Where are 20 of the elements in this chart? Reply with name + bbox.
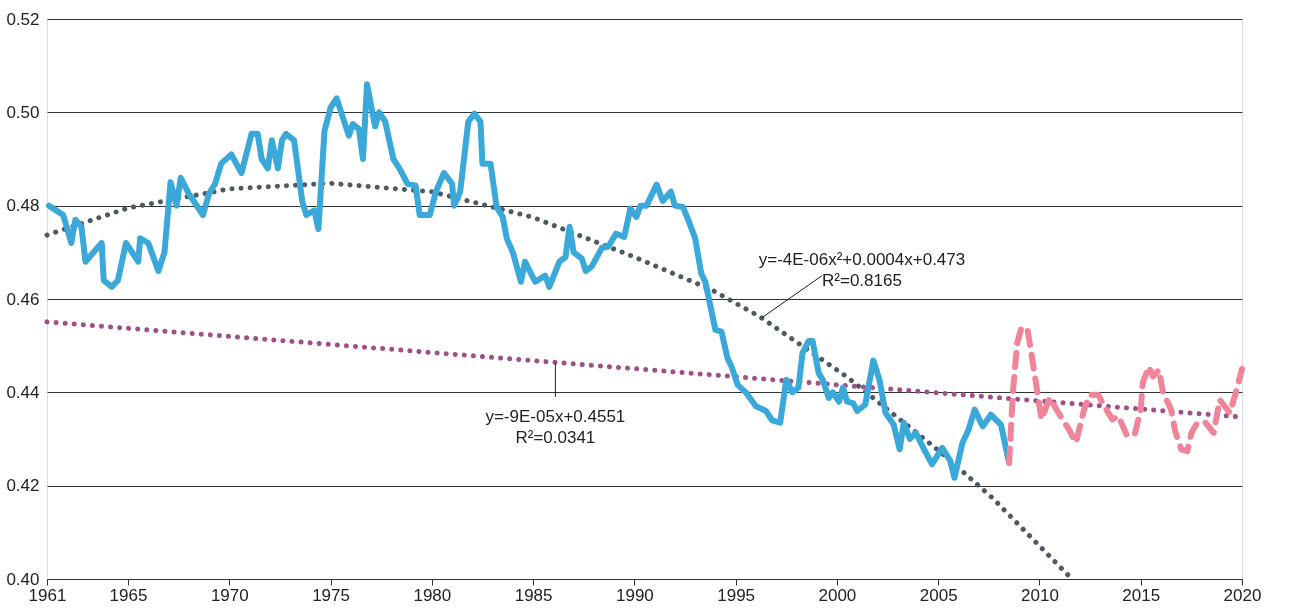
x-tick-label: 2005: [919, 585, 958, 605]
y-tick-label: 0.42: [6, 476, 40, 496]
x-tick-label: 1995: [717, 585, 756, 605]
y-tick-label: 0.48: [6, 196, 40, 216]
x-tick-label: 1990: [615, 585, 654, 605]
x-tick-label: 2015: [1122, 585, 1161, 605]
y-tick-label: 0.50: [6, 102, 40, 122]
y-tick-label: 0.46: [6, 289, 40, 309]
y-tick-label: 0.52: [6, 9, 40, 29]
x-tick-label: 1985: [514, 585, 553, 605]
x-tick-label: 2010: [1021, 585, 1059, 605]
annotation: y=-9E-05x+0.4551 R²=0.0341: [485, 406, 626, 447]
x-tick-label: 1970: [210, 585, 249, 605]
x-tick-label: 2000: [818, 585, 857, 605]
x-tick-label: 1980: [413, 585, 452, 605]
x-tick-label: 1965: [109, 585, 148, 605]
annotation: y=-4E-06x²+0.0004x+0.473 R²=0.8165: [758, 249, 966, 290]
y-tick-label: 0.44: [6, 382, 40, 402]
x-tick-label: 2020: [1223, 585, 1262, 605]
x-tick-label: 1975: [312, 585, 350, 605]
